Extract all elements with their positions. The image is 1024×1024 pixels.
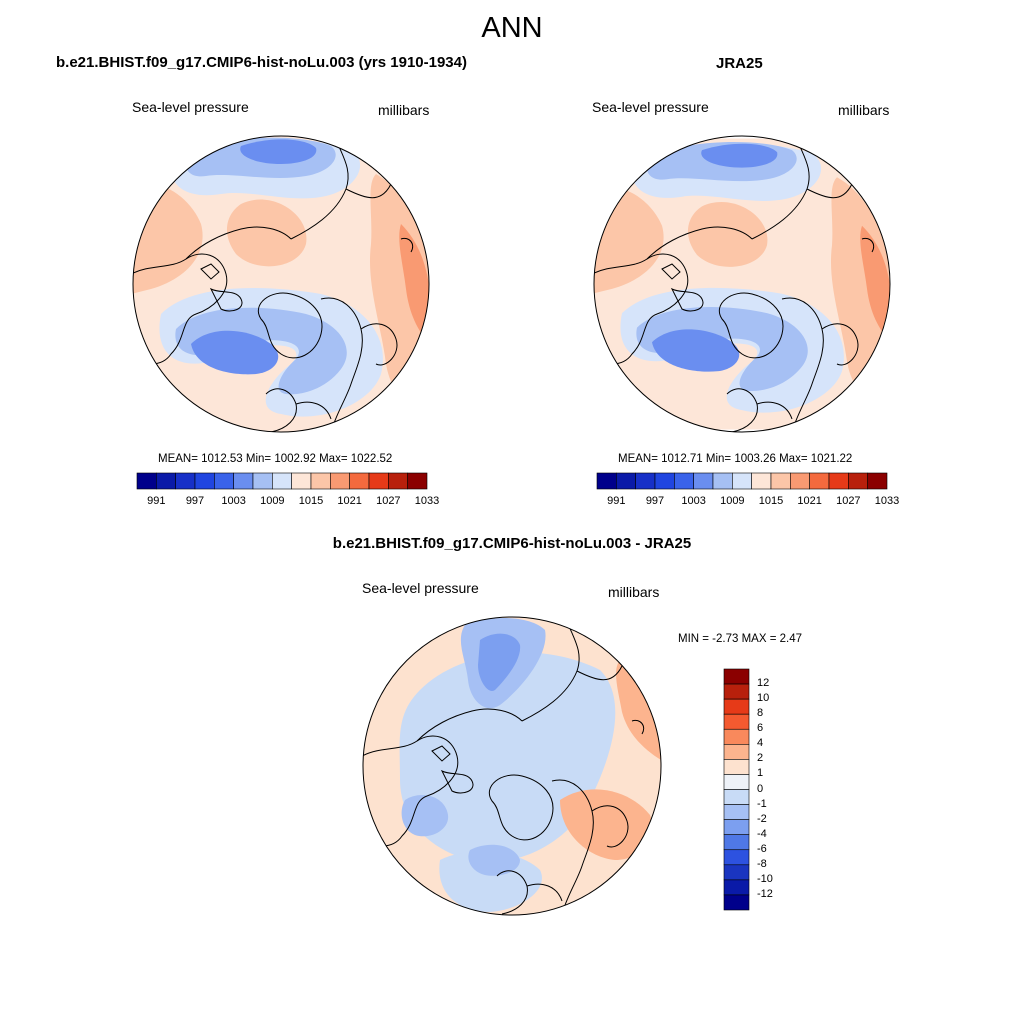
colorbar-swatch (712, 472, 733, 490)
colorbar-swatch (291, 472, 312, 490)
colorbar-swatch (723, 728, 750, 745)
colorbar-swatch (136, 472, 157, 490)
map-obs (593, 135, 891, 433)
panel-model-title: b.e21.BHIST.f09_g17.CMIP6-hist-noLu.003 … (56, 54, 467, 71)
colorbar-tick-label: 1015 (298, 495, 324, 507)
colorbar-tick-label: 1009 (720, 495, 745, 507)
page-title: ANN (481, 12, 543, 44)
panel-model-stats: MEAN= 1012.53 Min= 1002.92 Max= 1022.52 (158, 453, 393, 465)
colorbar-swatch (693, 472, 714, 490)
colorbar-swatch (407, 472, 428, 490)
colorbar-tick-label: 1033 (414, 495, 440, 507)
panel-obs-units: millibars (838, 102, 890, 118)
colorbar-tick-label: 1021 (797, 495, 822, 507)
colorbar-obs (596, 472, 888, 490)
colorbar-swatch (175, 472, 196, 490)
colorbar-swatch (732, 472, 752, 490)
panel-obs-stats: MEAN= 1012.71 Min= 1003.26 Max= 1021.22 (618, 453, 853, 465)
map-diff (362, 616, 662, 916)
colorbar-swatch (330, 472, 350, 490)
colorbar-swatch (616, 472, 636, 490)
colorbar-swatch (790, 472, 810, 490)
colorbar-swatch (723, 713, 750, 730)
colorbar-tick-label: 0 (757, 782, 764, 795)
colorbar-swatch (723, 894, 750, 911)
colorbar-tick-label: 4 (757, 737, 764, 750)
colorbar-tick-label: -2 (757, 812, 767, 825)
panel-diff-stats: MIN = -2.73 MAX = 2.47 (678, 633, 803, 645)
colorbar-swatch (596, 472, 617, 490)
colorbar-swatch (723, 698, 750, 715)
colorbar-swatch (751, 472, 772, 490)
colorbar-swatch (723, 834, 750, 851)
colorbar-swatch (635, 472, 656, 490)
colorbar-swatch (723, 804, 750, 820)
colorbar-swatch (770, 472, 791, 490)
colorbar-swatch (809, 472, 830, 490)
colorbar-swatch (723, 759, 750, 775)
colorbar-tick-label: 12 (757, 677, 770, 690)
colorbar-swatch (272, 472, 292, 490)
colorbar-swatch (156, 472, 176, 490)
colorbar-tick-label: 997 (645, 495, 665, 507)
map-model (132, 135, 430, 433)
colorbar-swatch (723, 668, 750, 685)
colorbar-tick-label: 1027 (836, 495, 861, 507)
panel-model-variable: Sea-level pressure (132, 99, 249, 115)
colorbar-swatch (828, 472, 849, 490)
panel-diff-variable: Sea-level pressure (362, 580, 479, 596)
panel-diff-units: millibars (608, 584, 660, 600)
colorbar-swatch (723, 744, 750, 760)
colorbar-tick-label: 997 (185, 495, 205, 507)
colorbar-swatch (723, 849, 750, 866)
colorbar-swatch (723, 774, 750, 790)
colorbar-swatch (674, 472, 694, 490)
panel-obs-title: JRA25 (716, 55, 763, 72)
colorbar-tick-label: 1003 (221, 495, 246, 507)
colorbar-tick-label: 1015 (758, 495, 784, 507)
colorbar-tick-label: 1021 (337, 495, 362, 507)
colorbar-swatch (723, 789, 750, 805)
colorbar-tick-label: 991 (147, 495, 166, 507)
colorbar-swatch (723, 864, 750, 881)
colorbar-swatch (349, 472, 370, 490)
colorbar-tick-label: 2 (757, 752, 764, 765)
colorbar-swatch (368, 472, 389, 490)
panel-diff-title: b.e21.BHIST.f09_g17.CMIP6-hist-noLu.003 … (332, 535, 692, 552)
panel-model-units: millibars (378, 102, 430, 118)
colorbar-tick-label: -8 (757, 857, 767, 870)
colorbar-swatch (848, 472, 868, 490)
colorbar-swatch (252, 472, 273, 490)
colorbar-swatch (654, 472, 675, 490)
colorbar-swatch (867, 472, 888, 490)
colorbar-swatch (723, 819, 750, 835)
colorbar-swatch (310, 472, 331, 490)
colorbar-tick-label: -10 (757, 872, 773, 885)
colorbar-tick-label: 1033 (874, 495, 900, 507)
colorbar-tick-label: 8 (757, 707, 764, 720)
colorbar-tick-label: 1003 (681, 495, 706, 507)
colorbar-model (136, 472, 428, 490)
colorbar-swatch (194, 472, 215, 490)
colorbar-swatch (723, 879, 750, 896)
colorbar-tick-label: -1 (757, 797, 767, 810)
colorbar-tick-label: 1027 (376, 495, 401, 507)
colorbar-swatch (214, 472, 234, 490)
colorbar-tick-label: 6 (757, 722, 764, 735)
colorbar-tick-label: 1009 (260, 495, 285, 507)
colorbar-tick-label: 991 (607, 495, 626, 507)
colorbar-tick-label: -12 (757, 887, 773, 900)
panel-obs-variable: Sea-level pressure (592, 99, 709, 115)
colorbar-swatch (233, 472, 254, 490)
colorbar-swatch (388, 472, 408, 490)
colorbar-tick-label: -6 (757, 842, 767, 855)
colorbar-tick-label: -4 (757, 827, 767, 840)
colorbar-swatch (723, 683, 750, 700)
colorbar-tick-label: 1 (757, 767, 764, 780)
colorbar-diff (723, 668, 750, 911)
colorbar-tick-label: 10 (757, 692, 770, 705)
